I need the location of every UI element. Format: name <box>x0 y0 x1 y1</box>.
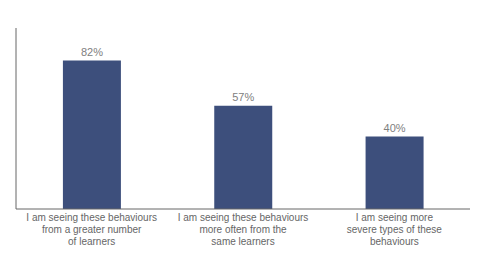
svg-text:40%: 40% <box>384 122 406 134</box>
svg-text:57%: 57% <box>232 91 254 103</box>
svg-text:I am seeing moresevere types o: I am seeing moresevere types of thesebeh… <box>347 212 442 247</box>
svg-text:I am seeing these behavioursmo: I am seeing these behavioursmore often f… <box>178 212 309 247</box>
svg-text:I am seeing these behavioursfr: I am seeing these behavioursfrom a great… <box>26 212 157 247</box>
svg-text:82%: 82% <box>81 46 103 58</box>
